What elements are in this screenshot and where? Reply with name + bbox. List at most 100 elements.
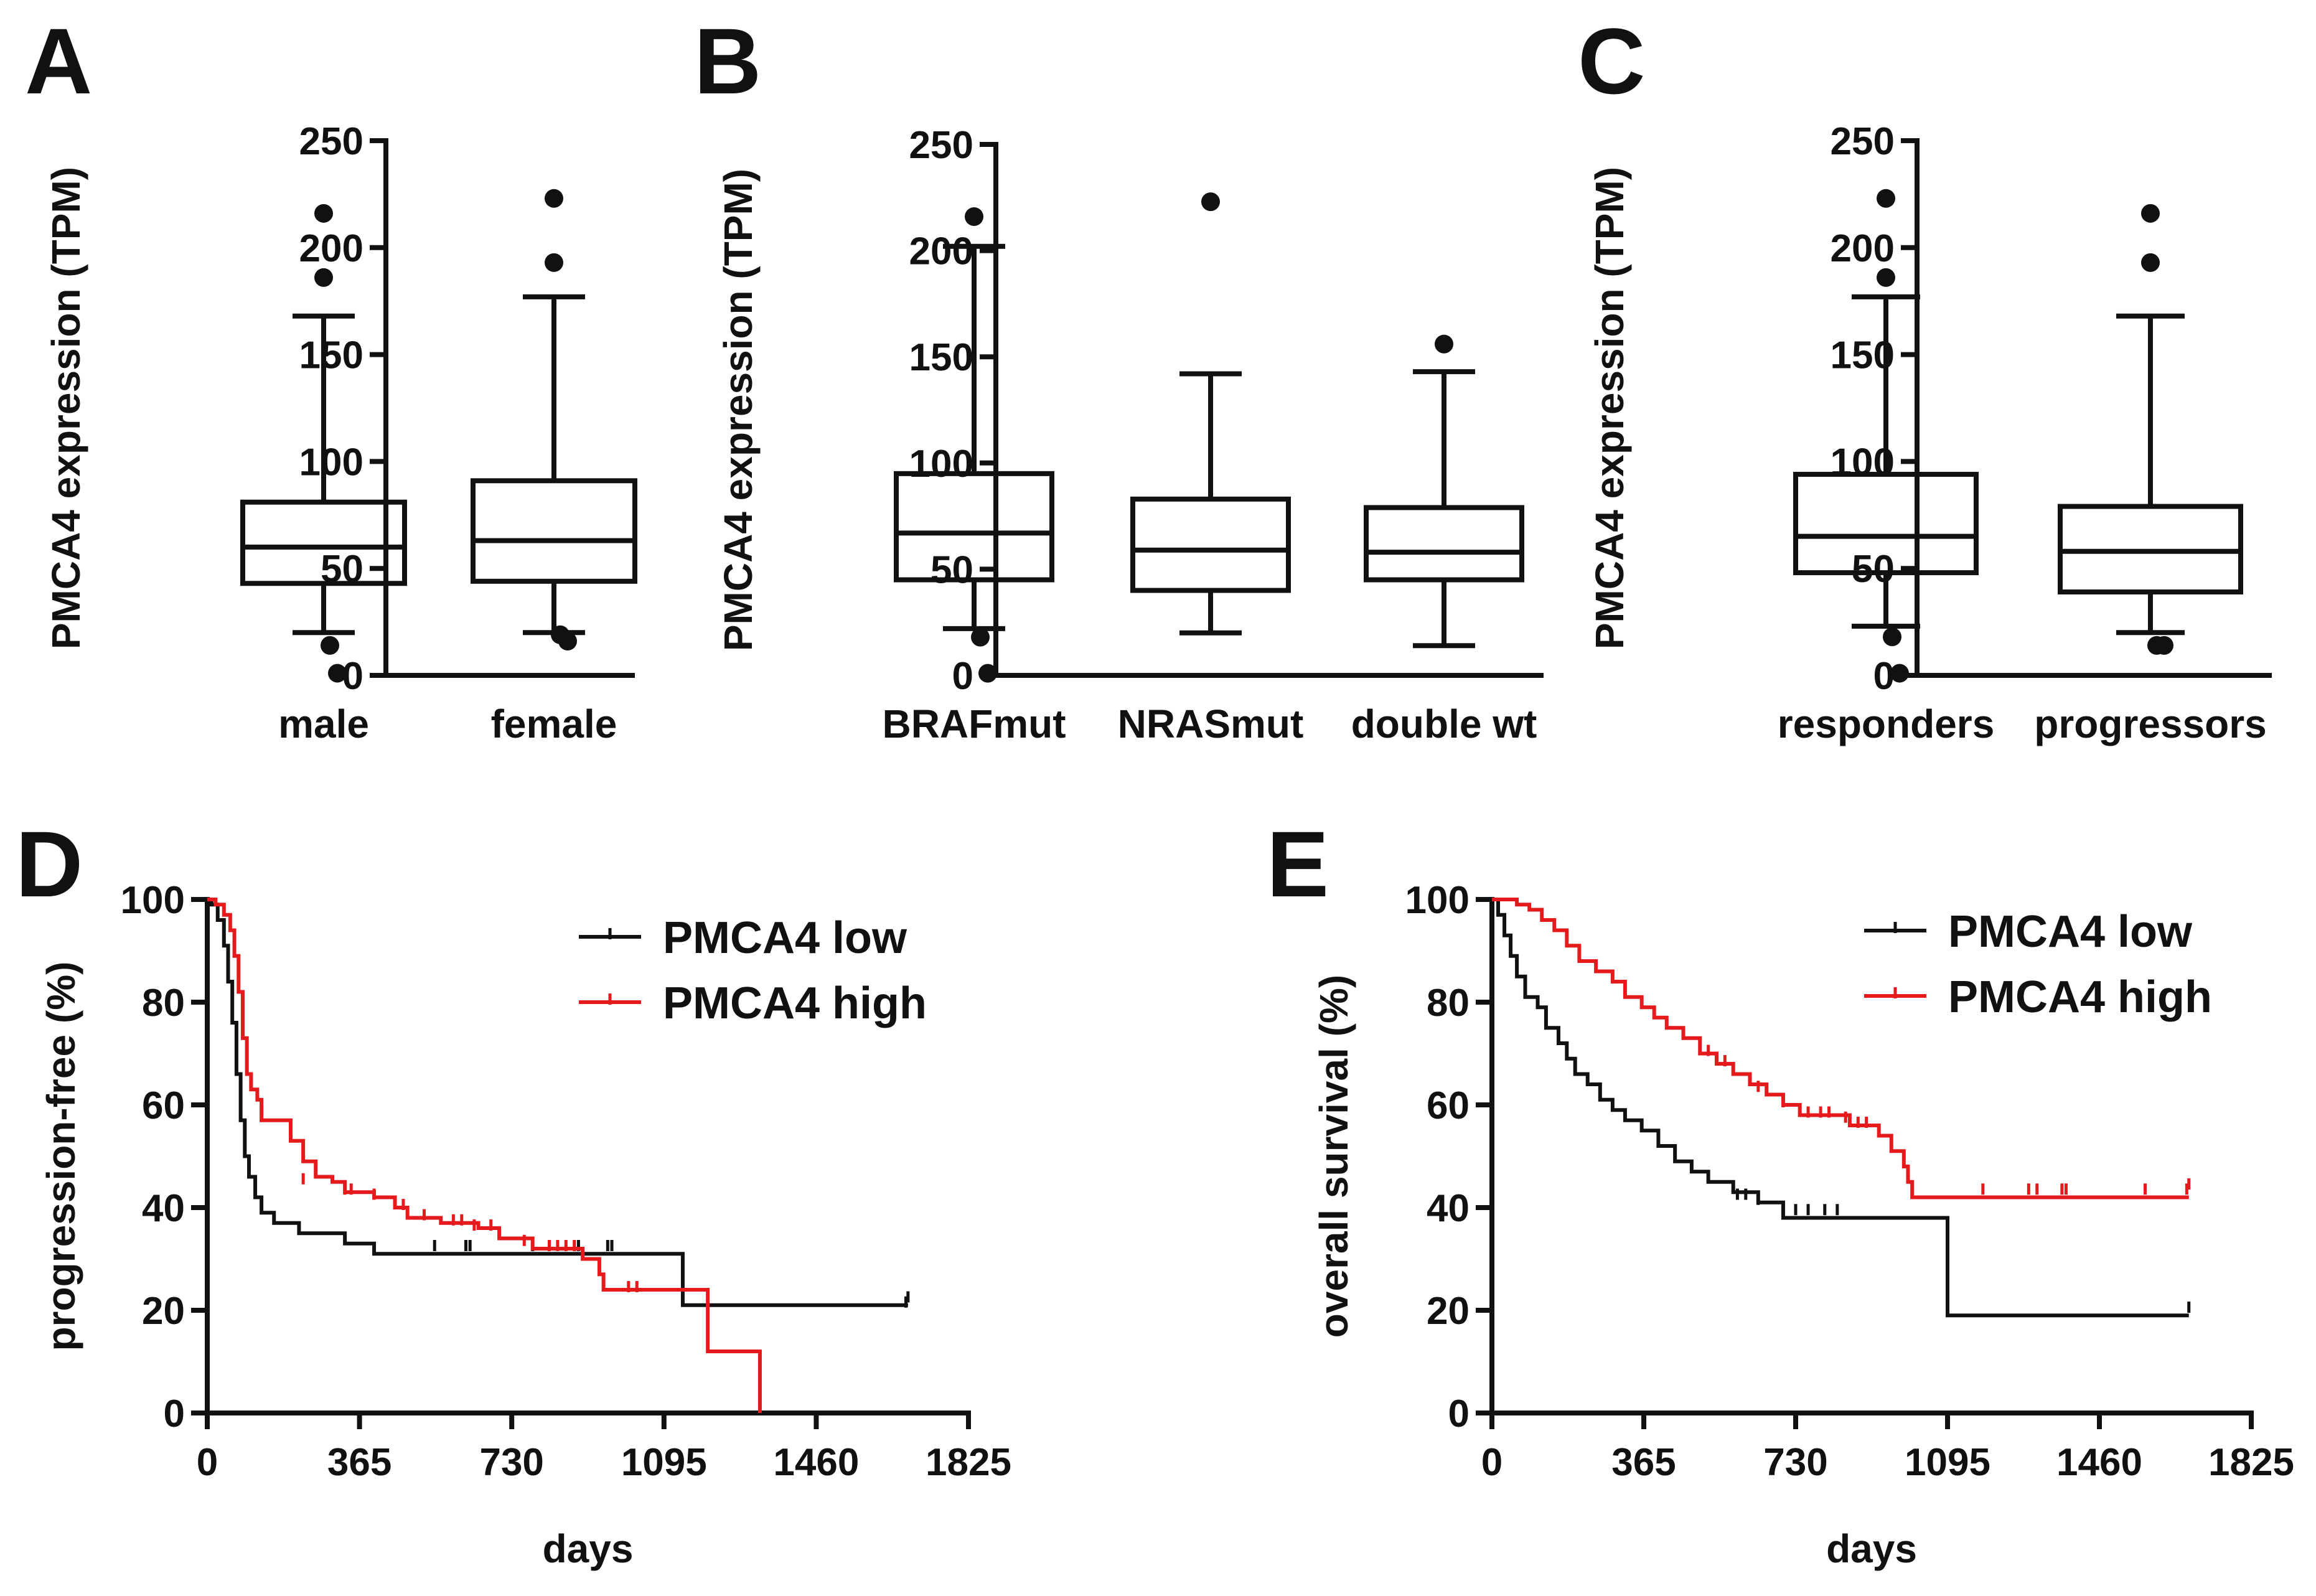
y-tick-label: 50 (931, 548, 973, 591)
iqr-box (1364, 505, 1524, 583)
x-tick-label: 1825 (2208, 1441, 2294, 1484)
legend-label: PMCA4 low (1948, 907, 2193, 957)
x-axis-title: days (1826, 1526, 1917, 1571)
box-progressors: progressors (2034, 204, 2267, 746)
category-label: progressors (2034, 702, 2266, 746)
outlier-point (2141, 204, 2160, 223)
legend-label: PMCA4 high (663, 979, 927, 1028)
y-tick-label: 150 (909, 336, 973, 379)
box-responders: responders (1778, 189, 1995, 746)
x-axis-title: days (543, 1526, 634, 1571)
outlier-point (1883, 627, 1901, 647)
outlier-point (965, 207, 983, 227)
y-tick-label: 80 (1427, 982, 1470, 1025)
y-tick-label: 0 (164, 1392, 185, 1435)
y-tick-label: 200 (909, 230, 973, 273)
x-tick-label: 1460 (773, 1441, 859, 1484)
outlier-point (558, 632, 577, 651)
panel-letter: E (1267, 812, 1329, 916)
y-tick-label: 60 (142, 1084, 185, 1127)
panel-letter: A (25, 9, 92, 113)
y-tick-label: 100 (299, 441, 363, 484)
km-step-line (1492, 898, 2189, 1318)
panel-e: E 0 20 40 60 80 100 0 365 730 1095 1460 1825 days over… (1267, 812, 2294, 1571)
y-tick-label: 100 (909, 443, 973, 486)
outlier-point (1201, 192, 1220, 212)
y-tick-label: 60 (1427, 1084, 1470, 1127)
iqr-box (1130, 496, 1291, 593)
km-step-line (207, 898, 908, 1307)
category-label: double wt (1351, 702, 1537, 746)
box-double-wt: double wt (1351, 334, 1537, 746)
outlier-point (1435, 334, 1453, 354)
y-tick-label: 80 (142, 982, 185, 1025)
iqr-box (240, 499, 407, 586)
y-axis-title: PMCA4 expression (TPM) (716, 169, 761, 651)
iqr-box (894, 471, 1054, 583)
box-female: female (471, 189, 637, 746)
outlier-point (1890, 664, 1909, 683)
series-pmca4-high: PMCA4 high (207, 898, 927, 1413)
panel-b: B 0 50 100 150 200 250 PMCA4 expression (TPM) BR… (694, 9, 1544, 746)
outlier-point (2155, 636, 2173, 655)
outlier-point (978, 664, 997, 683)
y-tick-label: 250 (299, 120, 363, 163)
outlier-point (1877, 268, 1895, 287)
outlier-point (545, 253, 563, 272)
y-tick-label: 150 (299, 334, 363, 377)
y-tick-label: 100 (1405, 879, 1470, 922)
series-pmca4-high: PMCA4 high (1492, 898, 2212, 1199)
y-tick-label: 250 (909, 124, 973, 167)
x-tick-label: 1095 (1905, 1441, 1990, 1484)
y-tick-label: 200 (1831, 227, 1895, 270)
box-nrasmut: NRASmut (1118, 192, 1304, 746)
category-label: BRAFmut (882, 702, 1066, 746)
category-label: NRASmut (1118, 702, 1304, 746)
y-tick-label: 0 (952, 655, 973, 698)
outlier-point (2141, 253, 2160, 272)
outlier-point (314, 268, 333, 287)
box-brafmut: BRAFmut (882, 207, 1066, 746)
panel-letter: C (1578, 9, 1645, 113)
y-tick-label: 200 (299, 227, 363, 270)
outlier-point (314, 204, 333, 223)
x-tick-label: 1460 (2056, 1441, 2142, 1484)
km-step-line (207, 898, 762, 1413)
x-tick-label: 365 (1611, 1441, 1676, 1484)
panel-letter: D (16, 812, 83, 916)
y-tick-label: 0 (1448, 1392, 1470, 1435)
y-tick-label: 20 (1427, 1290, 1470, 1333)
panel-letter: B (694, 9, 761, 113)
y-axis-title: overall survival (%) (1311, 975, 1356, 1338)
category-label: male (278, 702, 369, 746)
y-axis-title: progression-free (%) (39, 962, 83, 1351)
category-label: responders (1778, 702, 1995, 746)
x-tick-label: 0 (1481, 1441, 1503, 1484)
iqr-box (1793, 472, 1979, 576)
box-male: male (240, 204, 407, 746)
x-tick-label: 730 (1763, 1441, 1827, 1484)
y-axis-title: PMCA4 expression (TPM) (44, 167, 88, 649)
x-tick-label: 0 (197, 1441, 218, 1484)
outlier-point (321, 636, 339, 655)
legend-label: PMCA4 low (663, 913, 907, 963)
y-tick-label: 20 (142, 1290, 185, 1333)
category-label: female (491, 702, 617, 746)
outlier-point (545, 189, 563, 208)
x-tick-label: 730 (479, 1441, 543, 1484)
y-axis-title: PMCA4 expression (TPM) (1587, 167, 1632, 649)
y-tick-label: 40 (1427, 1187, 1470, 1230)
x-tick-label: 1825 (926, 1441, 1011, 1484)
y-tick-label: 100 (121, 879, 185, 922)
iqr-box (471, 478, 637, 584)
outlier-point (971, 627, 990, 647)
km-step-line (1492, 898, 2189, 1199)
outlier-point (328, 664, 347, 683)
x-tick-label: 1095 (621, 1441, 707, 1484)
legend-label: PMCA4 high (1948, 972, 2212, 1022)
x-tick-label: 365 (327, 1441, 391, 1484)
outlier-point (1877, 189, 1895, 208)
